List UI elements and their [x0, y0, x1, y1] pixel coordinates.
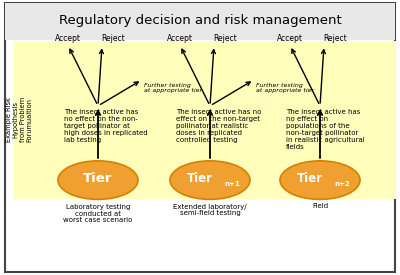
- Text: Further testing
at appropriate tier: Further testing at appropriate tier: [144, 82, 202, 93]
- Text: Reject: Reject: [323, 34, 347, 43]
- Ellipse shape: [280, 161, 360, 199]
- Text: Reject: Reject: [213, 34, 237, 43]
- FancyBboxPatch shape: [5, 3, 395, 272]
- Text: Accept: Accept: [277, 34, 303, 43]
- Text: Accept: Accept: [55, 34, 81, 43]
- FancyBboxPatch shape: [14, 41, 396, 199]
- Text: Extended laboratory/
semi-field testing: Extended laboratory/ semi-field testing: [173, 204, 247, 216]
- Text: The insect active has no
effect on the non-target
pollinator at realistic
doses : The insect active has no effect on the n…: [176, 109, 261, 143]
- Text: Laboratory testing
conducted at
worst case scenario: Laboratory testing conducted at worst ca…: [63, 204, 133, 224]
- Ellipse shape: [170, 161, 250, 199]
- Text: Reject: Reject: [101, 34, 125, 43]
- Ellipse shape: [58, 161, 138, 199]
- Text: The insect active has
no effect on the non-
target pollinator at
high doses in r: The insect active has no effect on the n…: [64, 109, 148, 143]
- Text: Tier: Tier: [83, 172, 113, 185]
- Text: n+2: n+2: [334, 181, 350, 187]
- Text: Tier: Tier: [187, 172, 213, 185]
- Text: Field: Field: [312, 204, 328, 210]
- Text: The insect active has
no effect on
populations of the
non-target pollinator
in r: The insect active has no effect on popul…: [286, 109, 365, 150]
- Text: Example Risk
Hypothesis
from Problem
Forumualtion: Example Risk Hypothesis from Problem For…: [6, 97, 33, 142]
- Text: Tier: Tier: [297, 172, 323, 185]
- Text: Further testing
at appropriate tier: Further testing at appropriate tier: [256, 82, 314, 93]
- FancyBboxPatch shape: [5, 3, 395, 40]
- Text: Regulatory decision and risk management: Regulatory decision and risk management: [59, 14, 341, 27]
- Text: n+1: n+1: [224, 181, 240, 187]
- Text: Accept: Accept: [167, 34, 193, 43]
